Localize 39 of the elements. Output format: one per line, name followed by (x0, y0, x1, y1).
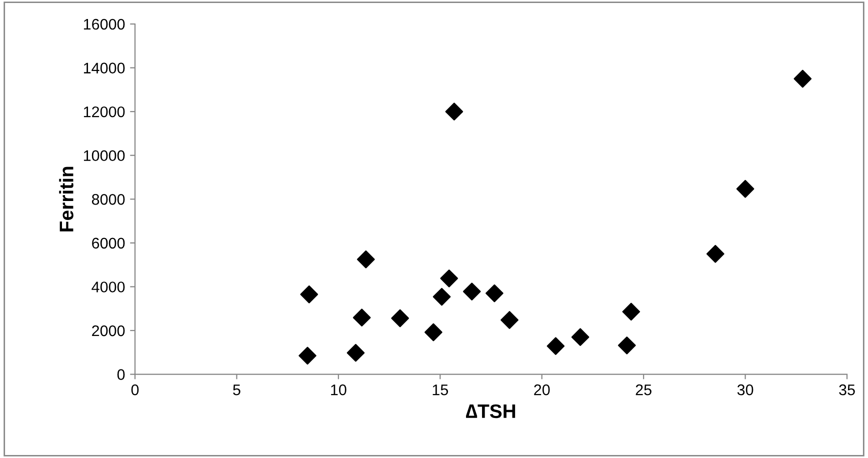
point (462, 282, 481, 300)
y-axis-title: Ferritin (59, 166, 74, 232)
point (346, 344, 365, 362)
point (300, 285, 318, 304)
point (546, 337, 565, 355)
point (352, 308, 371, 327)
x-tick-label: 0 (131, 384, 139, 396)
point (391, 309, 409, 328)
x-tick-label: 15 (432, 384, 448, 396)
y-tick-label: 12000 (84, 106, 125, 118)
y-tick-label: 14000 (84, 62, 125, 74)
x-tick-label: 35 (839, 384, 855, 396)
y-tick-label: 10000 (84, 150, 125, 162)
x-axis-title: ∆TSH (466, 404, 516, 418)
point (794, 70, 812, 88)
y-tick-label: 2000 (92, 325, 125, 336)
point (736, 180, 754, 198)
point (445, 102, 464, 120)
y-tick-label: 16000 (84, 18, 125, 30)
y-tick-label: 0 (117, 369, 125, 380)
point (622, 302, 640, 321)
point (356, 250, 375, 268)
x-tick-label: 25 (636, 384, 652, 396)
y-tick-label: 6000 (92, 238, 125, 249)
point (424, 323, 442, 342)
point (500, 311, 518, 329)
point (440, 269, 458, 288)
point (571, 328, 590, 346)
point (298, 346, 316, 365)
y-tick-label: 4000 (92, 282, 125, 292)
x-tick-label: 5 (233, 384, 240, 396)
y-tick-label: 8000 (92, 194, 125, 205)
point (706, 244, 724, 263)
point (432, 288, 451, 306)
x-tick-label: 10 (331, 384, 346, 396)
x-tick-label: 20 (534, 384, 550, 396)
point (618, 336, 636, 354)
point (486, 284, 504, 302)
x-tick-label: 30 (737, 384, 754, 396)
